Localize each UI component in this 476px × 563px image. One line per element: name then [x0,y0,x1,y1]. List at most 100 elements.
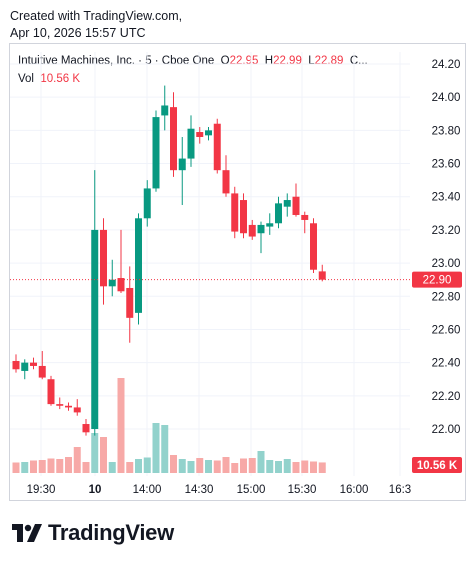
volume-bar [47,458,55,473]
candle[interactable] [117,229,125,293]
candle-body [231,193,239,232]
volume-bar [292,462,300,473]
candle[interactable] [283,193,291,217]
y-tick-label: 24.00 [432,92,461,104]
candle-body [47,379,55,405]
candle[interactable] [161,85,169,131]
candle[interactable] [205,127,212,141]
y-tick-label: 23.00 [432,258,461,270]
y-tick-label: 23.60 [432,159,461,171]
volume-bar [38,460,46,473]
candle-body [222,170,230,194]
candle[interactable] [266,213,274,235]
last-price-label: 22.90 [423,275,452,287]
candle-body [240,200,247,234]
y-tick-label: 22.80 [432,291,461,303]
candle-body [143,188,151,219]
volume-bar [161,425,169,473]
volume-bar [318,462,326,473]
candle-body [12,360,20,370]
x-tick-label: 14:00 [133,484,162,496]
candle[interactable] [65,402,72,411]
candle[interactable] [231,186,239,239]
y-tick-label: 22.40 [432,358,461,370]
candle-body [178,158,186,171]
candle-body [170,107,177,171]
created-with-text: Created with TradingView.com, [10,9,183,23]
candle-body [65,405,72,408]
volume-label: Vol [18,73,34,85]
candle-body [82,424,90,433]
candle[interactable] [257,221,265,254]
volume-bar [73,447,81,473]
candle-body [301,214,309,220]
candle[interactable] [240,193,247,239]
candle[interactable] [178,137,186,206]
y-tick-label: 24.20 [432,59,461,71]
candle[interactable] [47,375,55,406]
candle[interactable] [91,170,99,436]
x-tick-label: 15:00 [237,484,266,496]
candle[interactable] [275,196,282,229]
candle[interactable] [143,180,151,227]
candle-body [213,123,221,171]
volume-bar [222,457,230,473]
candle[interactable] [100,218,107,305]
candle-body [126,287,134,318]
volume-bars [12,378,326,473]
volume-bar [108,462,116,473]
candle[interactable] [310,218,317,274]
volume-bar [196,458,204,473]
candle-body [56,404,64,406]
candle[interactable] [292,183,300,217]
candle-body [38,365,46,378]
x-axis: 19:30 10 14:00 14:30 15:00 15:30 16:00 16:3 [27,484,412,496]
x-tick-label: 10 [89,484,102,496]
candle[interactable] [196,127,204,144]
candle[interactable] [12,354,20,373]
candle[interactable] [38,351,46,380]
candle[interactable] [30,357,37,370]
volume-bar [12,462,20,473]
candle-body [283,200,291,207]
y-tick-label: 23.80 [432,125,461,137]
candle[interactable] [21,359,29,380]
y-axis: 24.20 24.00 23.80 23.60 23.40 23.20 23.00 22.80… [412,59,462,473]
x-tick-label: 16:3 [389,484,411,496]
candle-body [196,132,204,137]
candle[interactable] [213,118,221,174]
candle[interactable] [108,259,116,297]
candle[interactable] [301,211,309,234]
candle[interactable] [73,399,81,416]
volume-bar [100,437,107,473]
candle[interactable] [248,219,256,240]
volume-bar [56,459,64,473]
volume-bar [91,433,99,473]
x-tick-label: 19:30 [27,484,56,496]
y-tick-label: 22.60 [432,324,461,336]
candle-body [275,203,282,224]
candle-body [30,362,37,366]
x-tick-label: 16:00 [340,484,369,496]
volume-badge-label: 10.56 K [417,460,458,472]
candle-body [257,224,265,234]
candle-body [117,278,125,292]
volume-bar [178,459,186,473]
candle[interactable] [318,264,326,282]
candle[interactable] [152,110,160,192]
candle[interactable] [135,213,142,325]
high-label: H [264,55,274,67]
candle[interactable] [187,115,195,167]
candle[interactable] [170,92,177,177]
candle[interactable] [82,419,90,436]
volume-bar [152,423,160,473]
candle[interactable] [222,155,230,197]
candle[interactable] [126,266,134,343]
volume-bar [248,458,256,473]
candle[interactable] [56,397,64,410]
candle-body [135,218,142,313]
tradingview-brand[interactable]: TradingView [12,520,174,546]
tradingview-wordmark: TradingView [48,520,174,545]
x-tick-label: 14:30 [185,484,214,496]
